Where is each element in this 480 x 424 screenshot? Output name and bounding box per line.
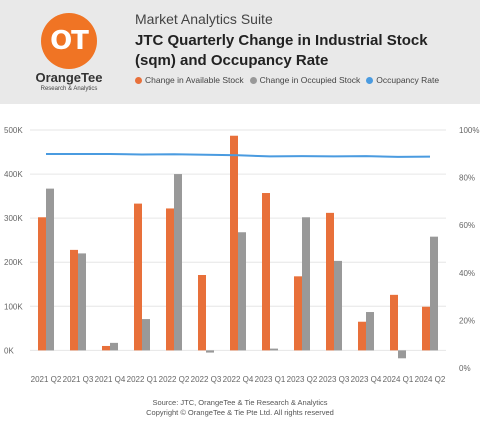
logo-mark: OT <box>50 26 89 56</box>
x-tick-label: 2022 Q4 <box>223 375 254 384</box>
y-right-tick-label: 100% <box>459 126 479 135</box>
bar-occupied <box>398 350 406 359</box>
chart-legend: Change in Available Stock Change in Occu… <box>135 75 445 85</box>
y-right-tick-label: 60% <box>459 221 475 230</box>
x-tick-label: 2023 Q1 <box>255 375 286 384</box>
x-tick-label: 2024 Q2 <box>415 375 446 384</box>
x-tick-label: 2023 Q3 <box>319 375 350 384</box>
bar-available <box>134 203 142 351</box>
y-left-tick-label: 400K <box>4 170 23 179</box>
x-tick-label: 2023 Q2 <box>287 375 318 384</box>
bar-available <box>70 249 78 351</box>
y-right-tick-label: 40% <box>459 269 475 278</box>
x-tick-label: 2022 Q3 <box>191 375 222 384</box>
occupancy-line <box>46 153 431 158</box>
y-right-tick-label: 20% <box>459 316 475 325</box>
bar-occupied <box>302 217 310 351</box>
x-tick-label: 2023 Q4 <box>351 375 382 384</box>
legend-dot-available-icon <box>135 76 142 84</box>
x-tick-label: 2022 Q1 <box>127 375 158 384</box>
bar-occupied <box>366 312 374 351</box>
bar-available <box>230 135 238 351</box>
x-tick-label: 2021 Q3 <box>63 375 94 384</box>
x-tick-label: 2021 Q4 <box>95 375 126 384</box>
y-left-tick-label: 200K <box>4 258 23 267</box>
footer: Source: JTC, OrangeTee & Tie Research & … <box>0 398 480 418</box>
logo-subtitle: Research & Analytics <box>40 86 98 92</box>
legend-item-occupancy[interactable]: Occupancy Rate <box>366 75 439 85</box>
legend-label-occupancy: Occupancy Rate <box>376 75 440 85</box>
legend-item-available[interactable]: Change in Available Stock <box>135 75 244 85</box>
x-tick-label: 2022 Q2 <box>159 375 190 384</box>
bar-available <box>262 193 270 351</box>
x-tick-label: 2024 Q1 <box>383 375 414 384</box>
legend-dot-occupancy-icon <box>366 76 374 84</box>
bar-occupied <box>78 253 86 351</box>
bar-occupied <box>334 260 342 351</box>
chart-title: JTC Quarterly Change in Industrial Stock… <box>135 32 428 69</box>
bar-occupied <box>142 319 150 351</box>
chart-plot: 0K 100K 200K 300K 400K 500K 0% 20% 40% 60% 80% 100%… <box>4 126 479 384</box>
bar-available <box>38 217 46 351</box>
bar-available <box>358 321 366 351</box>
legend-label-available: Change in Available Stock <box>145 75 244 85</box>
y-left-tick-label: 100K <box>4 302 23 311</box>
brand-logo: OT <box>41 13 97 69</box>
bar-available <box>326 212 334 351</box>
logo-name: OrangeTee <box>35 70 103 85</box>
y-right-tick-label: 80% <box>459 174 475 183</box>
y-right-tick-label: 0% <box>459 364 471 373</box>
bar-available <box>294 276 302 351</box>
bar-available <box>390 294 398 351</box>
bar-available <box>198 275 206 351</box>
legend-dot-occupied-icon <box>249 76 257 84</box>
y-left-tick-label: 300K <box>4 214 23 223</box>
bar-occupied <box>46 188 54 351</box>
bar-occupied <box>430 236 438 351</box>
bar-available <box>422 306 430 351</box>
legend-item-occupied[interactable]: Change in Occupied Stock <box>249 75 361 85</box>
bar-occupied <box>110 342 118 351</box>
source-note: Source: JTC, OrangeTee & Tie Research & … <box>152 398 328 407</box>
x-tick-label: 2021 Q2 <box>31 375 62 384</box>
header: OT OrangeTee Research & Analytics Market… <box>0 0 480 104</box>
bar-occupied <box>206 350 214 353</box>
y-left-tick-label: 0K <box>4 346 14 355</box>
bar-available <box>102 345 110 351</box>
legend-label-occupied: Change in Occupied Stock <box>259 75 361 85</box>
y-left-tick-label: 500K <box>4 126 23 135</box>
bar-available <box>166 208 174 351</box>
app-title: Market Analytics Suite <box>135 11 273 27</box>
bar-occupied <box>270 348 278 351</box>
copyright-note: Copyright © OrangeTee & Tie Pte Ltd. All… <box>146 408 334 417</box>
bar-occupied <box>174 174 182 351</box>
bar-occupied <box>238 232 246 351</box>
